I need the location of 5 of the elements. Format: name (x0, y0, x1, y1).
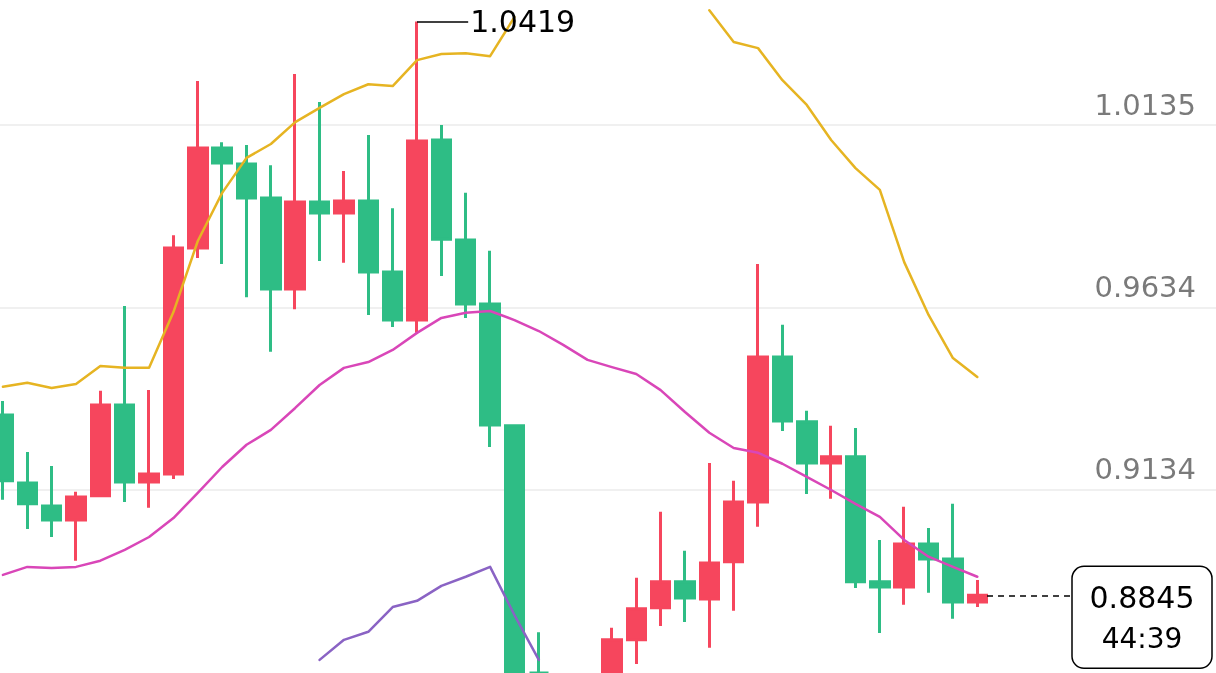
text: 44:39 (1101, 621, 1183, 655)
y-tick-label: 1.0135 (1094, 87, 1196, 122)
y-tick-label: 0.9634 (1094, 270, 1196, 305)
y-tick-label: 0.9134 (1094, 452, 1196, 487)
ref-line-label: 0.8845 (1089, 579, 1195, 615)
